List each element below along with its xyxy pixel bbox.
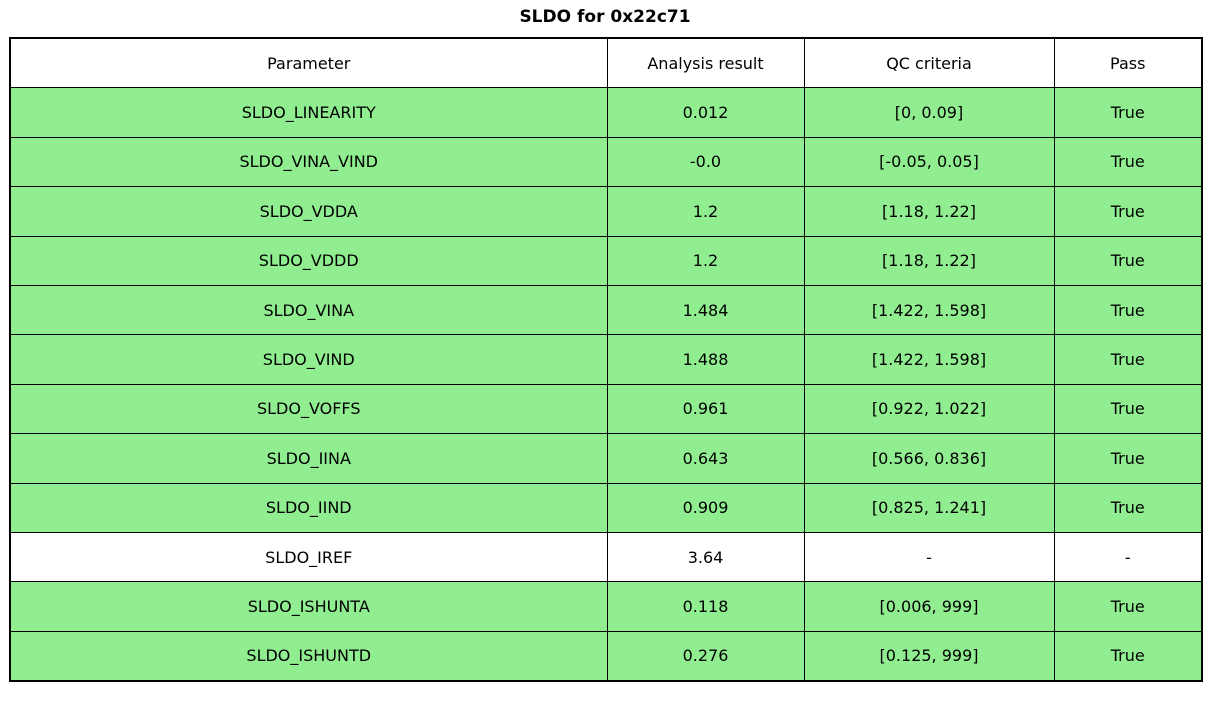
- parameter-cell: SLDO_IREF: [9, 531, 608, 583]
- pass-cell: True: [1053, 87, 1203, 138]
- pass-cell: True: [1053, 284, 1203, 336]
- parameter-cell: SLDO_ISHUNTD: [9, 630, 608, 682]
- pass-cell: True: [1053, 482, 1203, 533]
- qc-criteria-cell: [1.422, 1.598]: [803, 334, 1055, 385]
- column-header-qc-criteria: QC criteria: [803, 37, 1055, 89]
- parameter-cell: SLDO_LINEARITY: [9, 87, 608, 138]
- table-row: SLDO_IINA 0.643 [0.566, 0.836] True: [9, 433, 1203, 484]
- parameter-cell: SLDO_VINA: [9, 284, 608, 336]
- analysis-result-cell: -0.0: [606, 136, 805, 188]
- pass-cell: True: [1053, 630, 1203, 682]
- analysis-result-cell: 1.2: [606, 235, 805, 286]
- table-row: SLDO_VIND 1.488 [1.422, 1.598] True: [9, 334, 1203, 385]
- analysis-result-cell: 0.961: [606, 383, 805, 435]
- table-row: SLDO_IIND 0.909 [0.825, 1.241] True: [9, 482, 1203, 533]
- table-body: SLDO_LINEARITY 0.012 [0, 0.09] True SLDO_VIN…: [9, 87, 1203, 682]
- qc-criteria-cell: [0.566, 0.836]: [803, 433, 1055, 484]
- parameter-cell: SLDO_VDDD: [9, 235, 608, 286]
- table-row: SLDO_VDDA 1.2 [1.18, 1.22] True: [9, 186, 1203, 237]
- qc-criteria-cell: [0, 0.09]: [803, 87, 1055, 138]
- analysis-result-cell: 0.909: [606, 482, 805, 533]
- qc-criteria-cell: [0.006, 999]: [803, 581, 1055, 632]
- qc-criteria-cell: [1.422, 1.598]: [803, 284, 1055, 336]
- parameter-cell: SLDO_ISHUNTA: [9, 581, 608, 632]
- parameter-cell: SLDO_VOFFS: [9, 383, 608, 435]
- analysis-result-cell: 1.488: [606, 334, 805, 385]
- qc-criteria-cell: [0.125, 999]: [803, 630, 1055, 682]
- parameter-cell: SLDO_VDDA: [9, 186, 608, 237]
- qc-criteria-cell: [1.18, 1.22]: [803, 235, 1055, 286]
- analysis-result-cell: 0.276: [606, 630, 805, 682]
- table-row: SLDO_LINEARITY 0.012 [0, 0.09] True: [9, 87, 1203, 138]
- table-header: Parameter Analysis result QC criteria Pass: [9, 37, 1203, 89]
- qc-criteria-cell: [0.825, 1.241]: [803, 482, 1055, 533]
- table-row: SLDO_VINA_VIND -0.0 [-0.05, 0.05] True: [9, 136, 1203, 188]
- parameter-cell: SLDO_IIND: [9, 482, 608, 533]
- table-header-row: Parameter Analysis result QC criteria Pass: [9, 37, 1203, 89]
- pass-cell: True: [1053, 383, 1203, 435]
- qc-criteria-cell: [0.922, 1.022]: [803, 383, 1055, 435]
- column-header-analysis-result: Analysis result: [606, 37, 805, 89]
- qc-criteria-cell: [-0.05, 0.05]: [803, 136, 1055, 188]
- analysis-result-cell: 1.484: [606, 284, 805, 336]
- pass-cell: True: [1053, 235, 1203, 286]
- table-row: SLDO_ISHUNTA 0.118 [0.006, 999] True: [9, 581, 1203, 632]
- pass-cell: True: [1053, 581, 1203, 632]
- analysis-result-cell: 3.64: [606, 531, 805, 583]
- pass-cell: True: [1053, 334, 1203, 385]
- column-header-parameter: Parameter: [9, 37, 608, 89]
- qc-results-table: Parameter Analysis result QC criteria Pass …: [9, 37, 1203, 683]
- table-row: SLDO_ISHUNTD 0.276 [0.125, 999] True: [9, 630, 1203, 682]
- analysis-result-cell: 0.118: [606, 581, 805, 632]
- table-row: SLDO_VDDD 1.2 [1.18, 1.22] True: [9, 235, 1203, 286]
- analysis-result-cell: 0.643: [606, 433, 805, 484]
- qc-criteria-cell: -: [803, 531, 1055, 583]
- column-header-pass: Pass: [1053, 37, 1203, 89]
- pass-cell: -: [1053, 531, 1203, 583]
- table-row: SLDO_VOFFS 0.961 [0.922, 1.022] True: [9, 383, 1203, 435]
- qc-criteria-cell: [1.18, 1.22]: [803, 186, 1055, 237]
- table-row: SLDO_IREF 3.64- -: [9, 531, 1203, 583]
- page-title: SLDO for 0x22c71: [519, 7, 691, 27]
- analysis-result-cell: 1.2: [606, 186, 805, 237]
- parameter-cell: SLDO_IINA: [9, 433, 608, 484]
- parameter-cell: SLDO_VINA_VIND: [9, 136, 608, 188]
- pass-cell: True: [1053, 136, 1203, 188]
- pass-cell: True: [1053, 433, 1203, 484]
- analysis-result-cell: 0.012: [606, 87, 805, 138]
- pass-cell: True: [1053, 186, 1203, 237]
- table-row: SLDO_VINA 1.484 [1.422, 1.598] True: [9, 284, 1203, 336]
- parameter-cell: SLDO_VIND: [9, 334, 608, 385]
